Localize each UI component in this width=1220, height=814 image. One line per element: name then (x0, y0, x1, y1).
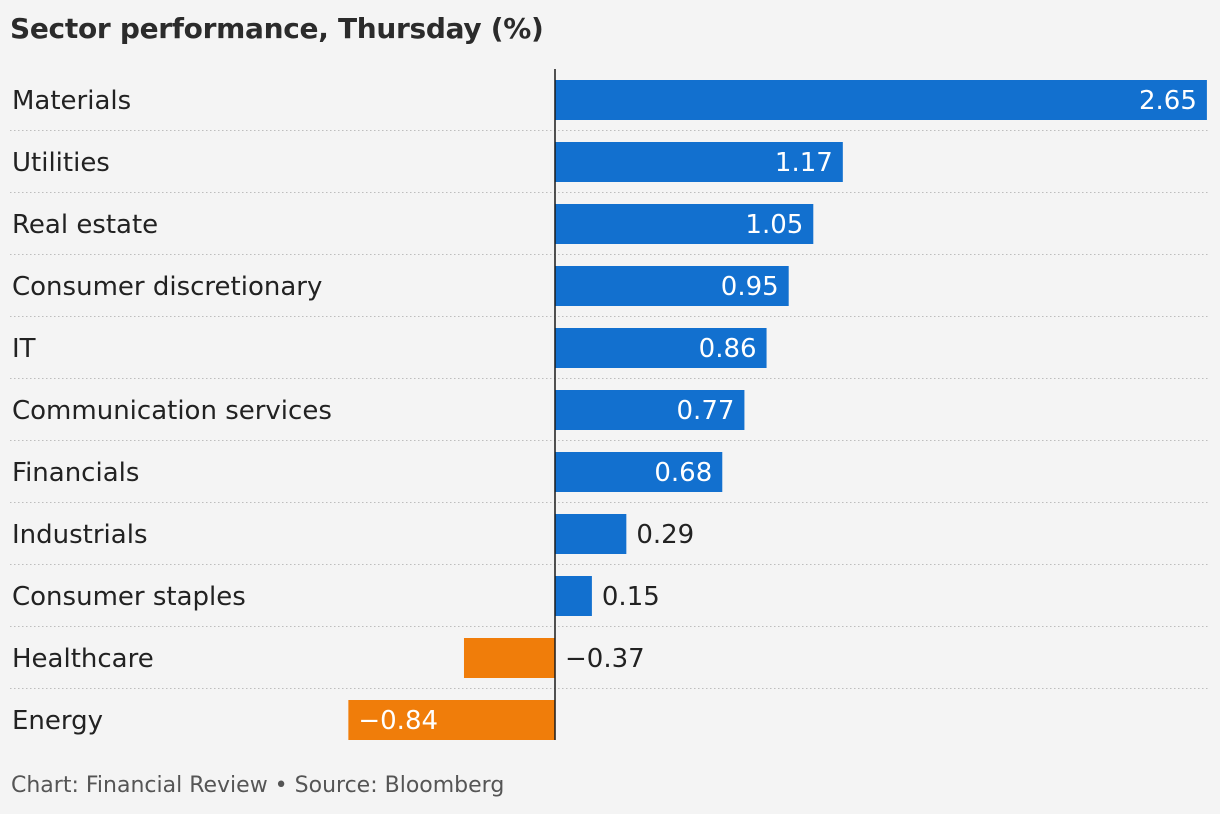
category-label: Communication services (12, 396, 332, 426)
category-label: Industrials (12, 520, 147, 550)
bar-positive (555, 80, 1207, 120)
chart-source: Chart: Financial Review • Source: Bloomb… (11, 773, 505, 798)
chart-title: Sector performance, Thursday (%) (10, 12, 544, 45)
bar-negative (348, 700, 555, 740)
bar-positive (555, 142, 843, 182)
bar-positive (555, 266, 789, 306)
value-label: 1.05 (745, 210, 803, 240)
bar-positive (555, 390, 745, 430)
value-label: 0.29 (636, 520, 694, 550)
value-label: 0.95 (721, 272, 779, 302)
value-label: −0.37 (565, 644, 645, 674)
value-label: 0.15 (602, 582, 660, 612)
value-label: 1.17 (775, 148, 833, 178)
value-label: 0.86 (699, 334, 757, 364)
value-label: 2.65 (1139, 86, 1197, 116)
chart-rows: Materials 2.65 Utilities 1.17 Real estate 1.0… (10, 80, 1210, 740)
category-label: Healthcare (12, 644, 154, 674)
bar-negative (463, 638, 555, 678)
category-label: Real estate (12, 210, 158, 240)
category-label: Consumer discretionary (12, 272, 322, 302)
bar-positive (555, 576, 592, 616)
category-label: IT (12, 334, 36, 364)
bar-positive (555, 452, 723, 492)
category-label: Utilities (12, 148, 110, 178)
value-label: −0.84 (358, 706, 438, 736)
bar-positive (555, 328, 767, 368)
value-label: 0.77 (677, 396, 735, 426)
bar-positive (555, 514, 627, 554)
category-label: Financials (12, 458, 139, 488)
value-label: 0.68 (654, 458, 712, 488)
category-label: Energy (12, 706, 103, 736)
bar-positive (555, 204, 814, 244)
category-label: Materials (12, 86, 131, 116)
category-label: Consumer staples (12, 582, 246, 612)
